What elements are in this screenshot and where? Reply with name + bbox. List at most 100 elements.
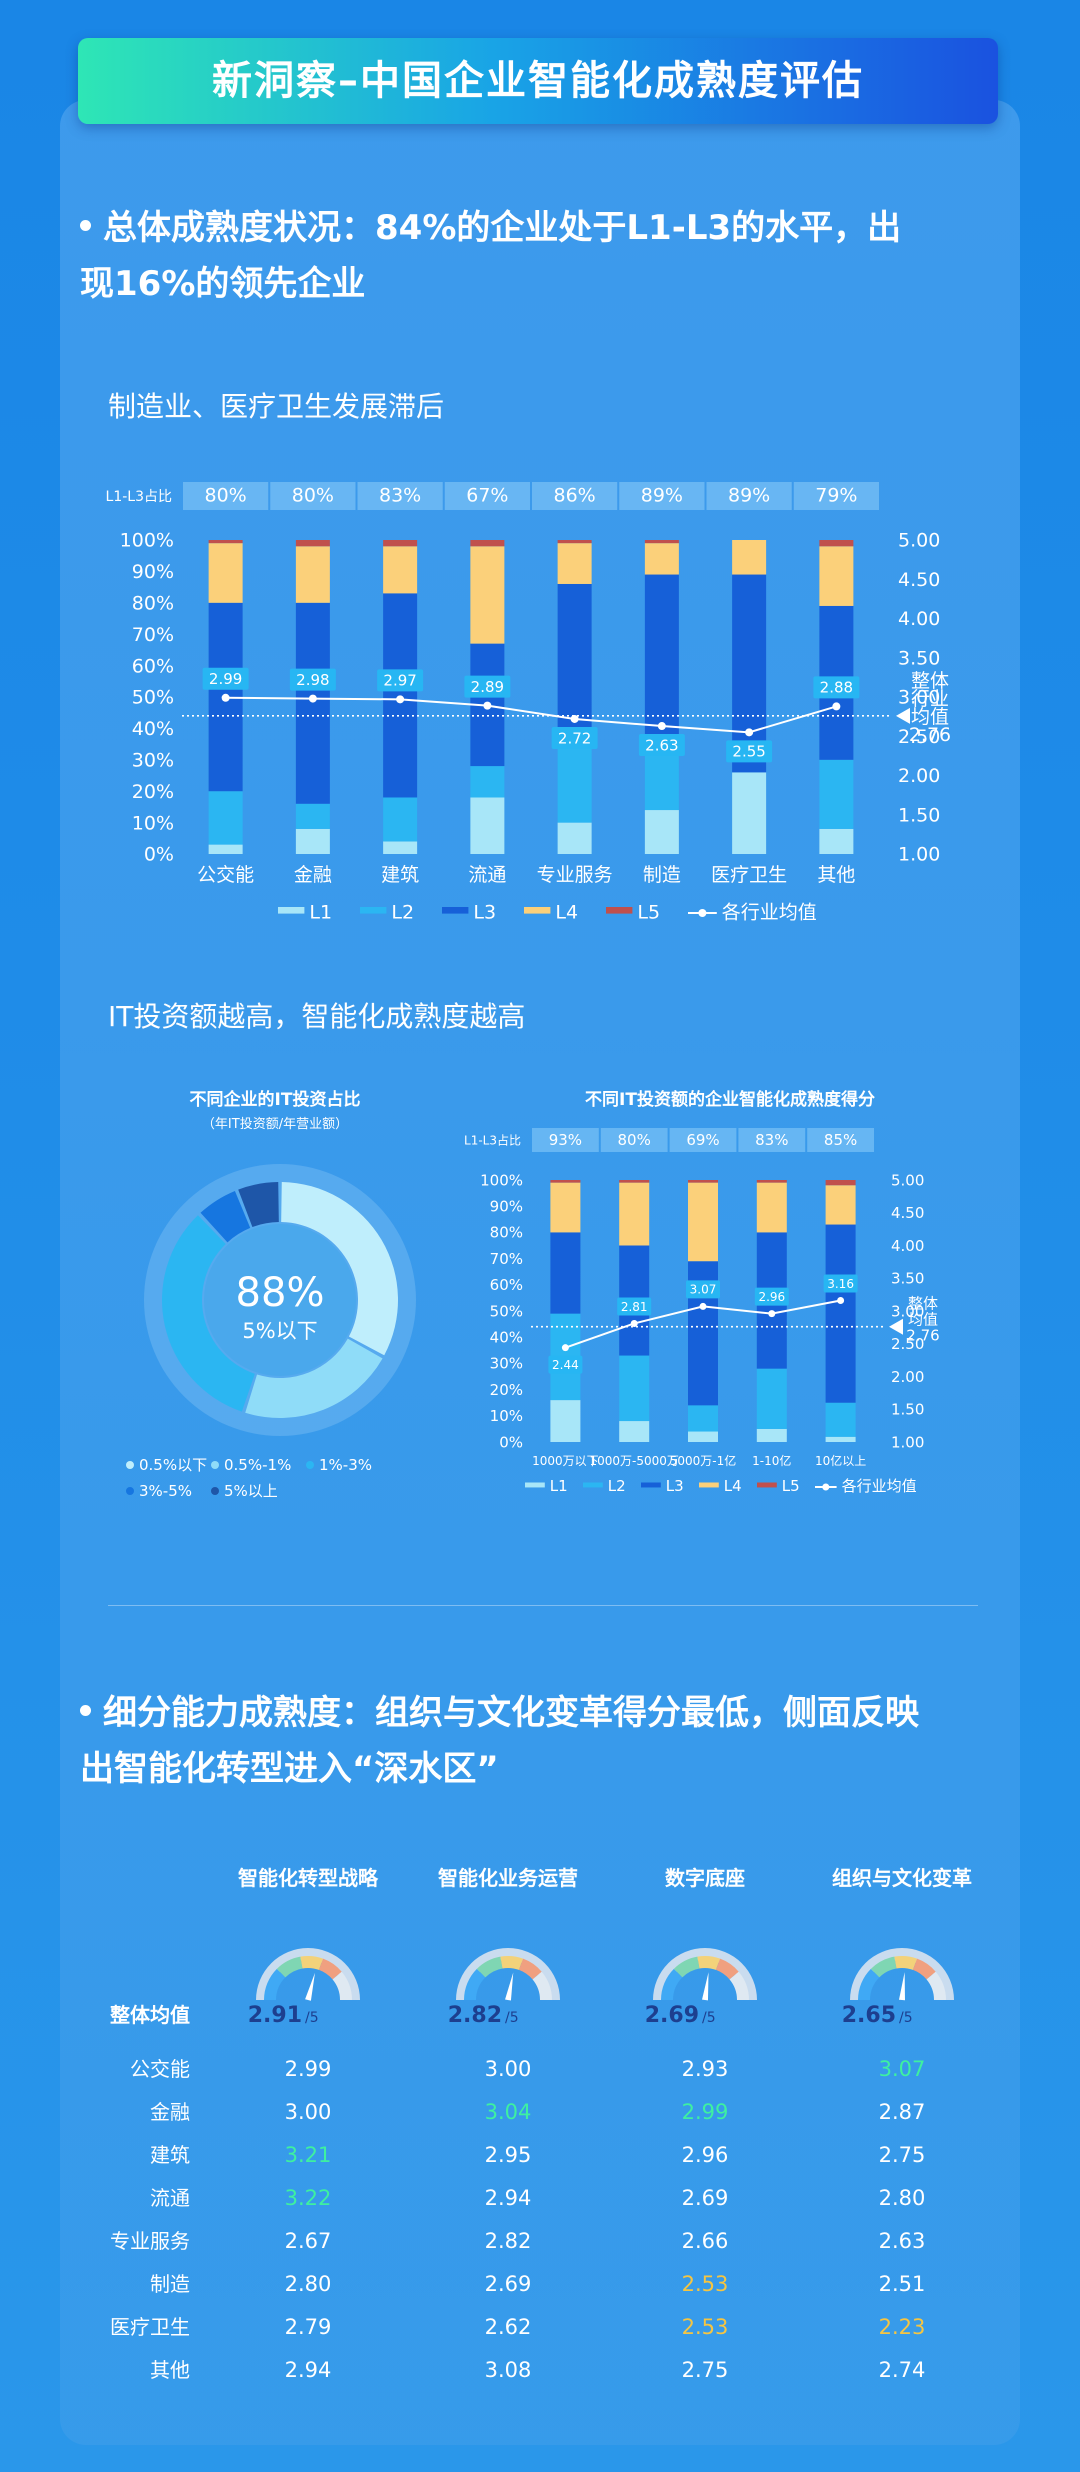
gauge-band xyxy=(464,1968,486,2000)
y-left-tick-label: 70% xyxy=(132,624,174,646)
bar-segment-l4 xyxy=(644,543,679,575)
legend-label: L2 xyxy=(391,902,414,924)
donut-subtitle: （年IT投资额/年营业额） xyxy=(201,1117,349,1132)
gauge-band xyxy=(894,1956,918,1970)
y-left-tick-label: 20% xyxy=(132,781,174,803)
average-data-label: 2.81 xyxy=(621,1300,648,1314)
y-left-tick-label: 40% xyxy=(490,1328,523,1346)
ratio-cell xyxy=(444,482,530,510)
average-data-label: 2.98 xyxy=(296,671,329,689)
y-right-tick-label: 1.00 xyxy=(891,1433,924,1451)
bar-segment-l3 xyxy=(644,574,679,748)
ratio-cell xyxy=(619,482,705,510)
gauge-needle-icon xyxy=(305,1972,315,2001)
ratio-cell xyxy=(532,482,618,510)
gauge-band xyxy=(264,1968,286,2000)
ratio-cell xyxy=(357,482,443,510)
table-cell-value: 2.80 xyxy=(879,2186,926,2210)
bullet-dot xyxy=(80,220,91,231)
table-cell-value: 2.51 xyxy=(879,2272,926,2296)
table-cell-value: 3.08 xyxy=(485,2358,532,2382)
reference-value: 2.76 xyxy=(909,724,951,746)
bar-segment-l2 xyxy=(619,1355,650,1422)
average-label-box xyxy=(377,669,424,692)
donut-legend-dot xyxy=(126,1487,134,1495)
it-bar-chart-title: 不同IT投资额的企业智能化成熟度得分 xyxy=(585,1090,875,1110)
legend-swatch-l1 xyxy=(278,907,305,914)
industry-maturity-chart: L1-L3占比 80% 80% 83% 67% 86% 89% 89% 79% 0% 10% 20% 3… xyxy=(106,482,951,924)
table-row-label: 公交能 xyxy=(130,2057,190,2081)
x-category-label: 建筑 xyxy=(381,864,419,886)
it-chart-subheading: IT投资额越高，智能化成熟度越高 xyxy=(108,1000,526,1033)
legend-swatch-l3 xyxy=(641,1482,661,1488)
y-left-tick-label: 30% xyxy=(132,749,174,771)
y-left-tick-label: 80% xyxy=(132,592,174,614)
ratio-value: 89% xyxy=(728,485,770,507)
ratio-value: 80% xyxy=(618,1131,651,1149)
y-right-tick-label: 2.50 xyxy=(898,726,940,748)
bar-segment-l4 xyxy=(557,543,592,584)
bar-segment-l4 xyxy=(208,543,243,603)
reference-label: 行业 xyxy=(911,688,949,710)
legend-label: L4 xyxy=(724,1477,742,1495)
ratio-cell xyxy=(807,1128,874,1152)
y-right-tick-label: 5.00 xyxy=(898,530,940,552)
reference-label: 均值 xyxy=(908,1311,938,1329)
average-data-label: 3.16 xyxy=(827,1277,854,1291)
y-right-tick-label: 3.00 xyxy=(898,687,940,709)
gauge-band xyxy=(926,1971,946,2000)
table-cell-value: 2.93 xyxy=(682,2057,729,2081)
legend-line-dot xyxy=(822,1483,830,1491)
table-cell-value: 2.67 xyxy=(285,2229,332,2253)
x-category-label: 制造 xyxy=(643,864,681,886)
ratio-cell xyxy=(738,1128,806,1152)
donut-slice xyxy=(161,1215,255,1412)
gauge-band xyxy=(858,1968,880,2000)
bar-segment-l5 xyxy=(619,1180,650,1183)
y-right-tick-label: 4.00 xyxy=(898,608,940,630)
y-left-tick-label: 60% xyxy=(132,655,174,677)
ratio-value: 80% xyxy=(205,485,247,507)
gauge-band xyxy=(532,1971,552,2000)
ratio-cell xyxy=(706,482,792,510)
y-left-tick-label: 0% xyxy=(144,844,174,866)
table-row-label: 专业服务 xyxy=(110,2229,190,2253)
y-left-tick-label: 20% xyxy=(490,1381,523,1399)
bar-segment-l5 xyxy=(550,1180,581,1183)
legend-label: L2 xyxy=(608,1477,626,1495)
ratio-value: 89% xyxy=(641,485,683,507)
table-row-label: 流通 xyxy=(150,2186,190,2210)
table-cell-value: 2.79 xyxy=(285,2315,332,2339)
y-left-tick-label: 80% xyxy=(490,1224,523,1242)
bar-segment-l4 xyxy=(470,546,505,644)
y-left-tick-label: 0% xyxy=(499,1433,523,1451)
gauge-band xyxy=(300,1956,324,1970)
average-data-label: 2.89 xyxy=(471,678,504,696)
bar-segment-l5 xyxy=(470,540,505,547)
gauge-track xyxy=(456,1948,560,2000)
table-cell-value: 3.00 xyxy=(485,2057,532,2081)
donut-center-label: 5%以下 xyxy=(242,1319,317,1343)
table-cell-value: 2.74 xyxy=(879,2358,926,2382)
table-cell-value: 2.82 xyxy=(485,2229,532,2253)
overall-score-value: 2.69 xyxy=(645,2003,699,2028)
donut-legend-label: 5%以上 xyxy=(224,1482,278,1500)
y-left-tick-label: 100% xyxy=(480,1171,523,1189)
donut-center-disc xyxy=(204,1224,356,1376)
overall-score-suffix: /5 xyxy=(505,2010,519,2026)
overall-score-suffix: /5 xyxy=(702,2010,716,2026)
x-category-label: 1-10亿 xyxy=(752,1453,791,1468)
y-right-tick-label: 3.50 xyxy=(898,647,940,669)
average-label-box xyxy=(464,675,511,698)
average-label-box xyxy=(813,676,860,699)
y-right-tick-label: 1.50 xyxy=(898,804,940,826)
average-label-box xyxy=(289,668,336,691)
gauge-track xyxy=(850,1948,954,2000)
bar-segment-l2 xyxy=(819,759,854,829)
y-left-tick-label: 10% xyxy=(490,1407,523,1425)
ratio-value: 83% xyxy=(379,485,421,507)
bar-segment-l2 xyxy=(557,740,592,823)
x-category-label: 5000万-1亿 xyxy=(670,1453,737,1468)
table-row-label: 制造 xyxy=(150,2272,190,2296)
y-right-tick-label: 1.50 xyxy=(891,1401,924,1419)
